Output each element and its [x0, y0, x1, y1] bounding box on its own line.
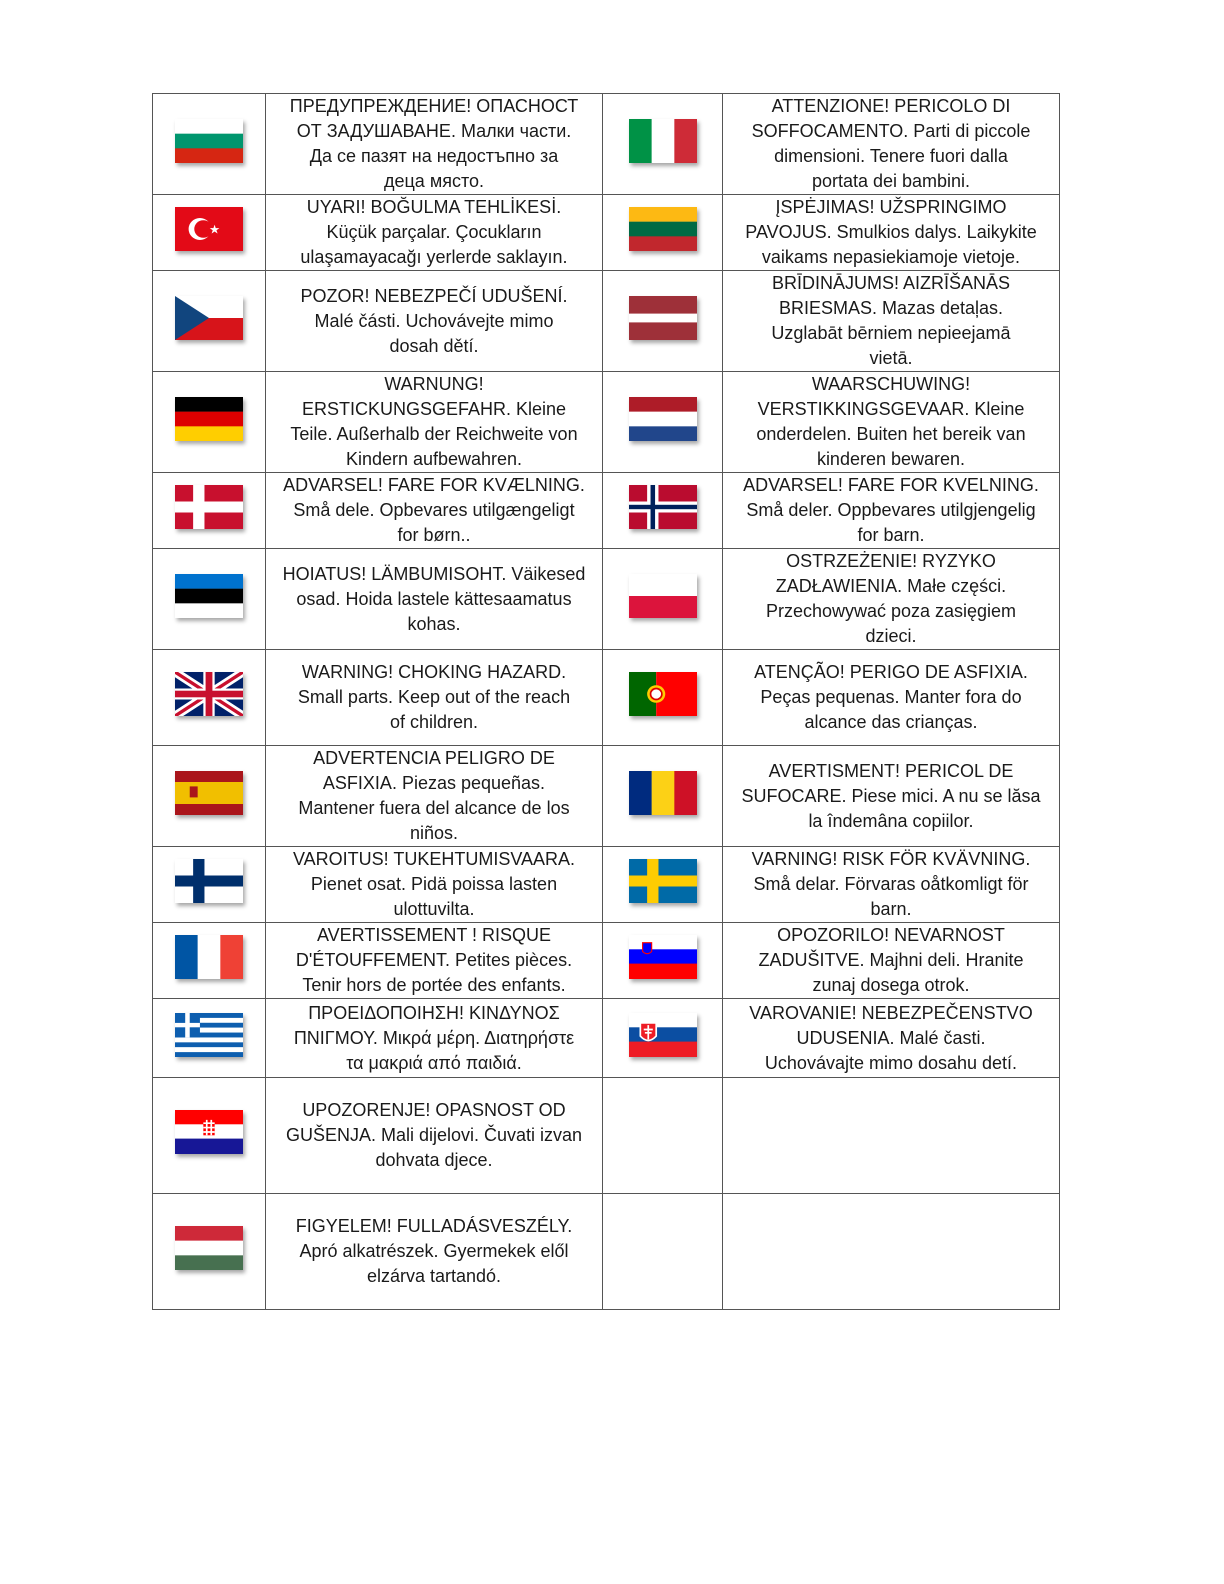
warning-text: ADVARSEL! FARE FOR KVÆLNING. Små dele. O… — [265, 472, 603, 549]
flag-lv-icon — [628, 295, 697, 340]
flag-cell — [602, 93, 723, 195]
flag-fi-icon — [175, 859, 243, 903]
flag-sk-icon — [628, 1012, 697, 1057]
flag-cell — [152, 922, 266, 999]
warning-text: ΠΡΟΕΙΔΟΠΟΙΗΣΗ! ΚΙΝΔΥΝΟΣ ΠΝΙΓΜΟΥ. Μικρά μ… — [265, 998, 603, 1078]
flag-cell — [152, 1193, 266, 1310]
warning-text: AVERTISMENT! PERICOL DE SUFOCARE. Piese … — [722, 745, 1060, 847]
warning-text: WARNUNG! ERSTICKUNGSGEFAHR. Kleine Teile… — [265, 371, 603, 473]
warning-text — [722, 1077, 1060, 1194]
flag-tr-icon: ★ — [175, 207, 243, 251]
warning-text: ADVERTENCIA PELIGRO DE ASFIXIA. Piezas p… — [265, 745, 603, 847]
flag-cell — [152, 998, 266, 1078]
flag-cell — [602, 922, 723, 999]
flag-cell — [602, 371, 723, 473]
flag-gb-icon — [175, 672, 243, 716]
table-row: ADVARSEL! FARE FOR KVÆLNING. Små dele. O… — [152, 472, 1060, 549]
flag-cell — [152, 745, 266, 847]
warning-text: VARNING! RISK FÖR KVÄVNING. Små delar. F… — [722, 846, 1060, 923]
warning-text: ПРЕДУПРЕЖДЕНИЕ! ОПАСНОСТ ОТ ЗАДУШАВАНЕ. … — [265, 93, 603, 195]
flag-cell — [602, 998, 723, 1078]
table-row: ПРЕДУПРЕЖДЕНИЕ! ОПАСНОСТ ОТ ЗАДУШАВАНЕ. … — [152, 93, 1060, 195]
warning-text: WAARSCHUWING! VERSTIKKINGSGEVAAR. Kleine… — [722, 371, 1060, 473]
flag-cell: ★ — [152, 194, 266, 271]
flag-hr-icon — [175, 1110, 243, 1154]
flag-ro-icon — [628, 770, 697, 815]
flag-cell — [602, 649, 723, 746]
flag-cell — [152, 1077, 266, 1194]
warning-text: ATENÇÃO! PERIGO DE ASFIXIA. Peças pequen… — [722, 649, 1060, 746]
table-row: UPOZORENJE! OPASNOST OD GUŠENJA. Mali di… — [152, 1077, 1060, 1194]
warning-text: FIGYELEM! FULLADÁSVESZÉLY. Apró alkatrés… — [265, 1193, 603, 1310]
warning-text: WARNING! CHOKING HAZARD. Small parts. Ke… — [265, 649, 603, 746]
warning-text: UYARI! BOĞULMA TEHLİKESİ. Küçük parçalar… — [265, 194, 603, 271]
flag-de-icon — [175, 396, 243, 441]
flag-hu-icon — [175, 1226, 243, 1270]
warning-text: POZOR! NEBEZPEČÍ UDUŠENÍ. Malé části. Uc… — [265, 270, 603, 372]
warning-text: HOIATUS! LÄMBUMISOHT. Väikesed osad. Hoi… — [265, 548, 603, 650]
table-row: WARNING! CHOKING HAZARD. Small parts. Ke… — [152, 649, 1060, 746]
flag-it-icon — [628, 118, 697, 163]
flag-pt-icon — [628, 672, 697, 716]
table-row: FIGYELEM! FULLADÁSVESZÉLY. Apró alkatrés… — [152, 1193, 1060, 1310]
table-row: POZOR! NEBEZPEČÍ UDUŠENÍ. Malé části. Uc… — [152, 270, 1060, 372]
table-row: AVERTISSEMENT ! RISQUE D'ÉTOUFFEMENT. Pe… — [152, 922, 1060, 999]
warning-text: VAROVANIE! NEBEZPEČENSTVO UDUSENIA. Malé… — [722, 998, 1060, 1078]
svg-text:★: ★ — [209, 223, 220, 237]
flag-cell — [152, 270, 266, 372]
warning-text: ADVARSEL! FARE FOR KVELNING. Små deler. … — [722, 472, 1060, 549]
warning-text — [722, 1193, 1060, 1310]
flag-lt-icon — [628, 207, 697, 251]
flag-cell — [602, 270, 723, 372]
flag-cell — [152, 93, 266, 195]
flag-no-icon — [628, 485, 697, 529]
flag-nl-icon — [628, 396, 697, 441]
flag-cell — [152, 548, 266, 650]
flag-cz-icon — [175, 295, 243, 340]
flag-cell — [602, 194, 723, 271]
flag-cell — [602, 548, 723, 650]
flag-cell — [602, 472, 723, 549]
table-row: WARNUNG! ERSTICKUNGSGEFAHR. Kleine Teile… — [152, 371, 1060, 473]
table-row: ★ UYARI! BOĞULMA TEHLİKESİ. Küçük parçala… — [152, 194, 1060, 271]
flag-cell — [152, 846, 266, 923]
flag-gr-icon — [175, 1012, 243, 1057]
warning-text: BRĪDINĀJUMS! AIZRĪŠANĀS BRIESMAS. Mazas … — [722, 270, 1060, 372]
flag-dk-icon — [175, 485, 243, 529]
flag-cell — [602, 745, 723, 847]
warning-text: ATTENZIONE! PERICOLO DI SOFFOCAMENTO. Pa… — [722, 93, 1060, 195]
flag-si-icon — [628, 935, 697, 979]
flag-cell — [152, 472, 266, 549]
flag-ee-icon — [175, 573, 243, 618]
warning-text: UPOZORENJE! OPASNOST OD GUŠENJA. Mali di… — [265, 1077, 603, 1194]
flag-pl-icon — [628, 573, 697, 618]
warning-text: OSTRZEŻENIE! RYZYKO ZADŁAWIENIA. Małe cz… — [722, 548, 1060, 650]
flag-cell — [152, 371, 266, 473]
flag-cell — [602, 846, 723, 923]
table-row: ADVERTENCIA PELIGRO DE ASFIXIA. Piezas p… — [152, 745, 1060, 847]
warning-text: VAROITUS! TUKEHTUMISVAARA. Pienet osat. … — [265, 846, 603, 923]
warning-text: AVERTISSEMENT ! RISQUE D'ÉTOUFFEMENT. Pe… — [265, 922, 603, 999]
table-row: ΠΡΟΕΙΔΟΠΟΙΗΣΗ! ΚΙΝΔΥΝΟΣ ΠΝΙΓΜΟΥ. Μικρά μ… — [152, 998, 1060, 1078]
warning-text: OPOZORILO! NEVARNOST ZADUŠITVE. Majhni d… — [722, 922, 1060, 999]
table-row: VAROITUS! TUKEHTUMISVAARA. Pienet osat. … — [152, 846, 1060, 923]
warning-table: ПРЕДУПРЕЖДЕНИЕ! ОПАСНОСТ ОТ ЗАДУШАВАНЕ. … — [152, 93, 1060, 1310]
flag-fr-icon — [175, 935, 243, 979]
flag-cell — [602, 1077, 723, 1194]
flag-se-icon — [628, 859, 697, 903]
flag-cell — [152, 649, 266, 746]
flag-es-icon — [175, 770, 243, 815]
warning-text: ĮSPĖJIMAS! UŽSPRINGIMO PAVOJUS. Smulkios… — [722, 194, 1060, 271]
table-row: HOIATUS! LÄMBUMISOHT. Väikesed osad. Hoi… — [152, 548, 1060, 650]
flag-cell — [602, 1193, 723, 1310]
flag-bg-icon — [175, 118, 243, 163]
